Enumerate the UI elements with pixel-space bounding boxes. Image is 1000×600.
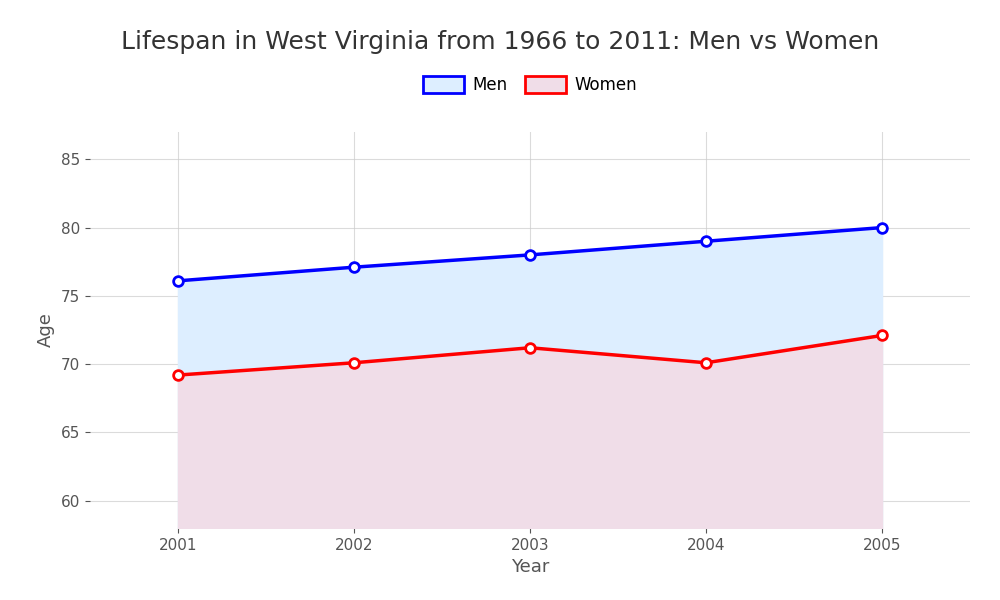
Women bbox=[524, 344, 536, 352]
Women bbox=[876, 332, 888, 339]
Men bbox=[348, 263, 360, 271]
Text: Lifespan in West Virginia from 1966 to 2011: Men vs Women: Lifespan in West Virginia from 1966 to 2… bbox=[121, 30, 879, 54]
Men bbox=[700, 238, 712, 245]
Line: Women: Women bbox=[173, 331, 887, 380]
Legend: Men, Women: Men, Women bbox=[416, 69, 644, 101]
Women bbox=[348, 359, 360, 367]
Women bbox=[172, 371, 184, 379]
Women bbox=[700, 359, 712, 367]
Line: Men: Men bbox=[173, 223, 887, 286]
Men bbox=[876, 224, 888, 231]
X-axis label: Year: Year bbox=[511, 558, 549, 576]
Y-axis label: Age: Age bbox=[37, 313, 55, 347]
Men bbox=[172, 277, 184, 284]
Men bbox=[524, 251, 536, 259]
